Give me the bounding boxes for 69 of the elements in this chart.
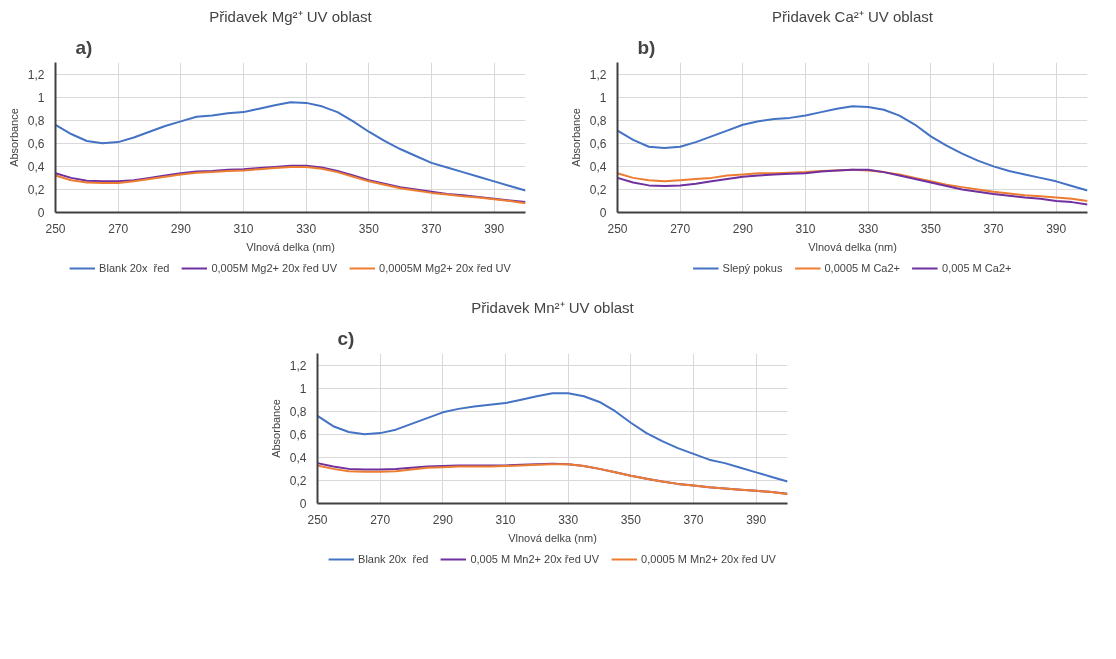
x-tick-label: 370 <box>683 512 704 527</box>
legend-label: 0,0005M Mg2+ 20x řed UV <box>379 261 511 275</box>
y-tick-label: 0 <box>599 206 607 220</box>
x-tick-label: 250 <box>607 221 628 236</box>
line-series <box>617 105 1088 192</box>
y-tick-label: 0,6 <box>589 136 607 151</box>
legend-label: 0,0005 M Ca2+ <box>824 261 901 275</box>
y-tick-label: 0 <box>37 206 45 220</box>
y-tick-label: 0,4 <box>27 159 45 174</box>
x-tick-label: 310 <box>233 221 254 236</box>
text: b) <box>637 36 656 58</box>
x-tick-label: 390 <box>484 221 505 236</box>
line-series <box>317 392 788 483</box>
x-tick-label: 310 <box>495 512 516 527</box>
x-tick-label: 250 <box>45 221 66 236</box>
y-tick-label: 1 <box>37 90 45 105</box>
legend-label: 0,005 M Mn2+ 20x řed UV <box>470 552 600 566</box>
y-tick-label: 1 <box>299 381 307 396</box>
x-tick-label: 290 <box>170 221 192 236</box>
x-tick-label: 390 <box>1046 221 1067 236</box>
x-tick-label: 330 <box>858 221 879 236</box>
x-axis-title: Vlnová delka (nm) <box>808 240 897 253</box>
y-tick-label: 0,8 <box>289 404 307 419</box>
y-tick-label: 0,6 <box>289 427 307 442</box>
x-tick-label: 370 <box>421 221 442 236</box>
text: c) <box>337 327 355 349</box>
x-tick-label: 290 <box>432 512 454 527</box>
y-tick-label: 0 <box>299 497 307 511</box>
y-tick-label: 0,4 <box>289 450 307 465</box>
legend-label: Blank 20x řed <box>99 261 170 275</box>
x-axis-title: Vlnová delka (nm) <box>246 240 335 253</box>
x-tick-label: 270 <box>108 221 129 236</box>
chart-title: Přidavek Ca²⁺ UV oblast <box>772 7 934 25</box>
x-tick-label: 330 <box>296 221 317 236</box>
y-tick-label: 1 <box>599 90 607 105</box>
y-axis-title: Absorbance <box>269 399 282 458</box>
y-tick-label: 0,6 <box>27 136 45 151</box>
x-tick-label: 330 <box>558 512 579 527</box>
y-tick-label: 1,2 <box>589 67 607 82</box>
y-tick-label: 0,4 <box>589 159 607 174</box>
line-series <box>55 101 526 192</box>
y-tick-label: 0,8 <box>589 113 607 128</box>
text: a) <box>75 36 93 58</box>
x-tick-label: 350 <box>358 221 380 236</box>
legend-label: Slepý pokus <box>722 261 783 275</box>
y-tick-label: 0,8 <box>27 113 45 128</box>
x-tick-label: 270 <box>670 221 691 236</box>
chart-title: Přidavek Mg²⁺ UV oblast <box>209 7 373 25</box>
x-tick-label: 310 <box>795 221 816 236</box>
y-tick-label: 1,2 <box>289 358 307 373</box>
y-tick-label: 0,2 <box>289 473 307 488</box>
y-axis-title: Absorbance <box>569 108 582 167</box>
y-tick-label: 0,2 <box>589 182 607 197</box>
x-tick-label: 250 <box>307 512 328 527</box>
y-axis-title: Absorbance <box>7 108 20 167</box>
legend-label: 0,005M Mg2+ 20x řed UV <box>211 261 338 275</box>
x-tick-label: 290 <box>732 221 754 236</box>
legend-label: 0,0005 M Mn2+ 20x řed UV <box>641 552 776 566</box>
x-tick-label: 270 <box>370 512 391 527</box>
x-tick-label: 350 <box>620 512 642 527</box>
y-tick-label: 1,2 <box>27 67 45 82</box>
y-tick-label: 0,2 <box>27 182 45 197</box>
chart-title: Přidavek Mn²⁺ UV oblast <box>471 298 635 316</box>
x-tick-label: 370 <box>983 221 1004 236</box>
x-tick-label: 390 <box>746 512 767 527</box>
legend-label: Blank 20x řed <box>358 552 429 566</box>
legend-label: 0,005 M Ca2+ <box>942 261 1012 275</box>
x-tick-label: 350 <box>920 221 942 236</box>
x-axis-title: Vlnová delka (nm) <box>508 531 597 544</box>
